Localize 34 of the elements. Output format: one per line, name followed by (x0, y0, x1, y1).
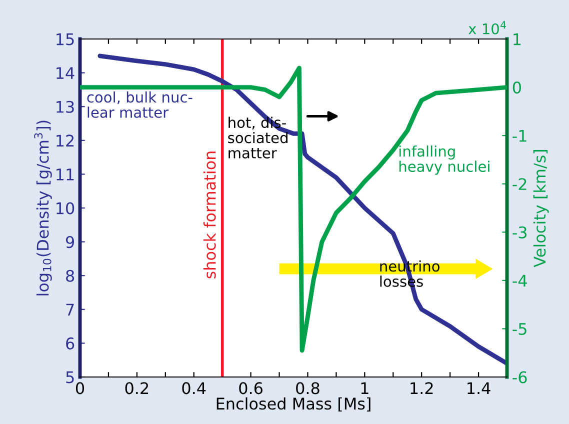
y-tick-label: 7 (66, 304, 74, 316)
y2-tick-label: -3 (512, 226, 527, 238)
x-tick-label: 0.8 (296, 382, 320, 394)
y-tick-label: 6 (66, 337, 74, 350)
y-tick-label: 11 (56, 168, 74, 180)
x-tick-label: 0.2 (125, 382, 148, 394)
y2-axis-title: Velocity [km/s] (533, 150, 549, 268)
x-axis-title: Enclosed Mass [Ms] (216, 397, 370, 412)
y-tick-label: 13 (56, 100, 74, 113)
y2-tick-label: -1 (512, 130, 526, 142)
y-tick-label: 8 (66, 270, 74, 282)
y2-tick-label: -2 (512, 178, 526, 190)
y-tick-label: 14 (56, 67, 74, 79)
ref-line-label: shock formation (203, 152, 216, 278)
y-axis-title: log$_{10}$(Density [g/cm$^{3}$]) (34, 120, 52, 296)
y-tick-label: 12 (56, 134, 74, 146)
x-tick-label: 0.4 (182, 382, 206, 394)
annotation: infalling heavy nuclei (399, 145, 490, 175)
y2-tick-label: -6 (512, 371, 527, 384)
y-tick-label: 9 (66, 236, 74, 248)
x-tick-label: 1.2 (410, 382, 433, 394)
y-tick-label: 15 (56, 33, 74, 46)
y2-tick-label: 1 (514, 33, 521, 46)
annotation: cool, bulk nuc- lear matter (87, 91, 192, 118)
x-tick-label: 1.4 (468, 382, 490, 394)
x-tick-label: 0.6 (239, 382, 262, 394)
text: x 10$^{4}$ (468, 21, 506, 34)
y-tick-label: 10 (56, 202, 74, 214)
x-tick-label: 0 (76, 382, 84, 394)
y2-tick-label: -5 (512, 323, 526, 336)
y-tick-label: 5 (66, 371, 74, 384)
x-tick-label: 1 (361, 382, 368, 394)
y2-tick-label: 0 (512, 82, 521, 94)
y2-tick-label: -4 (512, 274, 527, 286)
